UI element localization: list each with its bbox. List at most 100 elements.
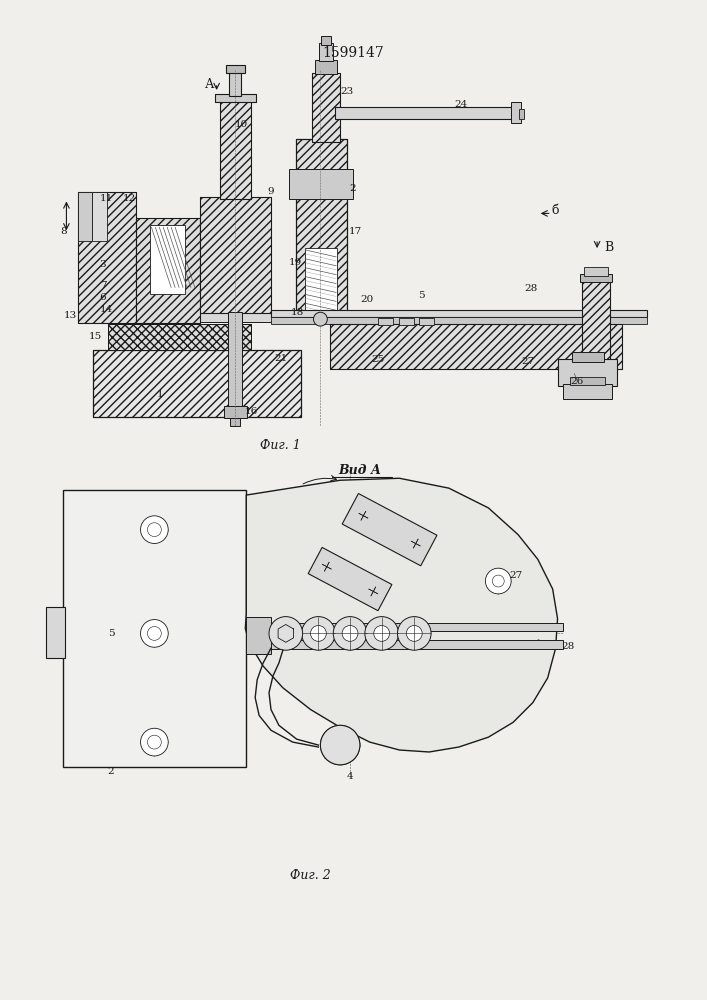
Text: 17: 17 [349,227,361,236]
Text: 25: 25 [371,355,385,364]
Text: 5: 5 [107,629,115,638]
Circle shape [269,617,303,650]
Bar [200,197,271,313]
Text: 3: 3 [100,260,106,269]
Bar [246,640,563,649]
Bar [230,70,241,96]
Bar [78,312,320,322]
Bar [230,418,240,426]
Circle shape [141,620,168,647]
Bar [571,377,605,385]
Circle shape [310,626,327,641]
Circle shape [148,523,161,537]
Circle shape [365,617,399,650]
Bar [246,617,271,654]
Text: А: А [205,78,214,91]
Bar [220,100,251,199]
Text: 19: 19 [289,258,303,267]
Text: 1599147: 1599147 [322,46,384,60]
Text: 26: 26 [571,377,584,386]
Bar [108,324,251,350]
Bar [580,274,612,282]
Bar [584,267,608,276]
Bar [78,192,136,323]
Bar [312,73,340,142]
Bar [583,281,610,370]
Bar [78,192,136,323]
Bar [288,169,353,199]
Bar [419,318,434,325]
Text: 21: 21 [274,354,288,363]
Circle shape [374,626,390,641]
Bar [226,65,245,73]
Circle shape [302,617,335,650]
Text: 2: 2 [107,767,115,776]
Text: 1: 1 [157,390,163,399]
Text: б: б [552,204,559,217]
Circle shape [320,725,360,765]
Text: В: В [604,241,614,254]
Text: 13: 13 [64,311,77,320]
Bar [563,384,612,399]
Text: 2: 2 [350,184,356,193]
Circle shape [333,617,367,650]
Text: 15: 15 [88,332,102,341]
Bar [228,312,243,416]
Bar [136,218,200,323]
Bar [296,139,347,317]
Bar [271,317,646,324]
Text: 11: 11 [99,194,112,203]
Bar [519,109,524,119]
Text: 7: 7 [100,281,106,290]
Circle shape [148,735,161,749]
Text: 6: 6 [100,293,106,302]
Bar [246,623,563,631]
Text: Фиг. 2: Фиг. 2 [290,869,331,882]
Bar [330,324,621,369]
Bar [223,406,247,418]
Circle shape [313,312,327,326]
Text: 9: 9 [268,187,274,196]
Bar [312,73,340,142]
Text: 10: 10 [235,120,248,129]
Text: 28: 28 [525,284,537,293]
Bar [46,607,66,658]
Bar [583,281,610,370]
Bar [305,248,337,315]
Bar [399,318,414,325]
Circle shape [141,516,168,543]
Circle shape [320,725,360,765]
Text: 14: 14 [99,305,112,314]
Bar [558,359,617,386]
Bar [220,100,251,199]
PathPatch shape [245,478,558,752]
Text: 27: 27 [510,571,522,580]
Bar [296,139,347,317]
Circle shape [486,568,511,594]
Bar [136,218,200,323]
Polygon shape [308,547,392,611]
Bar [322,36,332,45]
Circle shape [492,575,504,587]
Bar [330,324,621,369]
Circle shape [407,626,422,641]
Text: 28: 28 [561,642,574,651]
Bar [573,352,604,362]
Bar [511,102,521,123]
Bar [93,350,300,417]
Bar [93,350,300,417]
Circle shape [332,737,348,753]
Bar [108,324,251,350]
Bar [200,197,271,313]
Bar [271,310,646,317]
Circle shape [141,728,168,756]
Circle shape [342,626,358,641]
Circle shape [397,617,431,650]
Text: 4: 4 [346,772,354,781]
Polygon shape [342,493,437,566]
Bar [320,43,333,61]
Text: 27: 27 [521,357,534,366]
Text: 12: 12 [123,194,136,203]
Text: 23: 23 [341,87,354,96]
Bar [64,490,246,767]
